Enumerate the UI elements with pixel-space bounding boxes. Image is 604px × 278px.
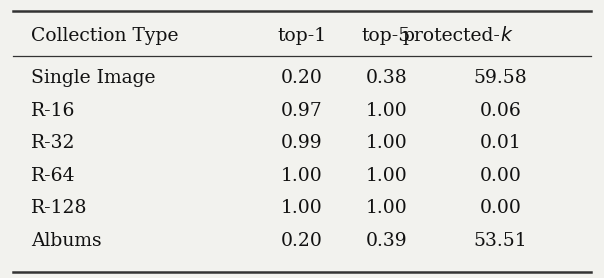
Text: 0.00: 0.00 — [480, 199, 521, 217]
Text: 0.00: 0.00 — [480, 167, 521, 185]
Text: 0.06: 0.06 — [480, 102, 521, 120]
Text: R-128: R-128 — [31, 199, 88, 217]
Text: $k$: $k$ — [500, 26, 514, 45]
Text: 1.00: 1.00 — [365, 167, 407, 185]
Text: 0.38: 0.38 — [365, 70, 407, 88]
Text: 1.00: 1.00 — [365, 199, 407, 217]
Text: Albums: Albums — [31, 232, 102, 250]
Text: Single Image: Single Image — [31, 70, 156, 88]
Text: 0.99: 0.99 — [281, 134, 323, 152]
Text: protected-: protected- — [402, 27, 500, 45]
Text: R-64: R-64 — [31, 167, 76, 185]
Text: 0.01: 0.01 — [480, 134, 521, 152]
Text: top-5: top-5 — [362, 27, 411, 45]
Text: 1.00: 1.00 — [365, 134, 407, 152]
Text: 0.39: 0.39 — [365, 232, 407, 250]
Text: 0.97: 0.97 — [281, 102, 323, 120]
Text: R-32: R-32 — [31, 134, 76, 152]
Text: top-1: top-1 — [277, 27, 327, 45]
Text: 1.00: 1.00 — [365, 102, 407, 120]
Text: R-16: R-16 — [31, 102, 76, 120]
Text: 0.20: 0.20 — [281, 70, 323, 88]
Text: 1.00: 1.00 — [281, 167, 323, 185]
Text: 59.58: 59.58 — [474, 70, 527, 88]
Text: 0.20: 0.20 — [281, 232, 323, 250]
Text: Collection Type: Collection Type — [31, 27, 179, 45]
Text: 1.00: 1.00 — [281, 199, 323, 217]
Text: 53.51: 53.51 — [474, 232, 527, 250]
